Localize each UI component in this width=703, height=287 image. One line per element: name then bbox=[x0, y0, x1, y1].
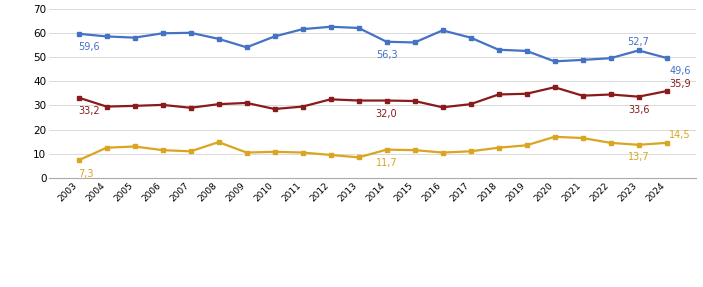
Orta bbox=[466, 102, 475, 106]
Mutlu bbox=[494, 48, 503, 51]
Orta bbox=[103, 105, 111, 108]
Orta bbox=[158, 103, 167, 106]
Text: 33,6: 33,6 bbox=[628, 105, 650, 115]
Line: Orta: Orta bbox=[76, 85, 669, 111]
Orta bbox=[439, 106, 447, 109]
Mutsuz bbox=[634, 143, 643, 147]
Orta bbox=[298, 105, 307, 108]
Mutlu bbox=[354, 26, 363, 30]
Mutlu bbox=[607, 57, 615, 60]
Orta bbox=[411, 99, 419, 103]
Text: 14,5: 14,5 bbox=[669, 131, 691, 140]
Text: 59,6: 59,6 bbox=[79, 42, 101, 52]
Mutsuz bbox=[214, 140, 223, 144]
Orta bbox=[550, 86, 559, 89]
Mutlu bbox=[439, 29, 447, 32]
Mutsuz bbox=[494, 146, 503, 150]
Text: 33,2: 33,2 bbox=[79, 106, 101, 116]
Mutsuz bbox=[186, 150, 195, 153]
Mutlu bbox=[662, 56, 671, 60]
Mutsuz bbox=[103, 146, 111, 150]
Mutlu bbox=[75, 32, 83, 36]
Text: 35,9: 35,9 bbox=[669, 79, 691, 89]
Mutlu bbox=[214, 37, 223, 40]
Mutlu bbox=[186, 31, 195, 34]
Orta bbox=[243, 101, 251, 105]
Orta bbox=[382, 99, 391, 102]
Mutsuz bbox=[382, 148, 391, 151]
Mutlu bbox=[103, 35, 111, 38]
Line: Mutlu: Mutlu bbox=[76, 24, 669, 64]
Mutsuz bbox=[522, 144, 531, 147]
Mutlu bbox=[634, 49, 643, 52]
Mutsuz bbox=[439, 151, 447, 154]
Orta bbox=[271, 107, 279, 111]
Mutsuz bbox=[326, 153, 335, 157]
Mutsuz bbox=[243, 151, 251, 154]
Orta bbox=[579, 94, 587, 97]
Mutlu bbox=[298, 28, 307, 31]
Mutlu bbox=[271, 35, 279, 38]
Mutlu bbox=[466, 36, 475, 39]
Orta bbox=[522, 92, 531, 96]
Mutlu bbox=[158, 32, 167, 35]
Mutsuz bbox=[271, 150, 279, 154]
Orta bbox=[186, 106, 195, 110]
Mutlu bbox=[130, 36, 138, 39]
Mutsuz bbox=[298, 151, 307, 154]
Orta bbox=[634, 95, 643, 98]
Text: 11,7: 11,7 bbox=[376, 158, 397, 168]
Mutsuz bbox=[607, 141, 615, 145]
Mutlu bbox=[550, 60, 559, 63]
Mutlu bbox=[243, 46, 251, 49]
Orta bbox=[75, 96, 83, 99]
Mutsuz bbox=[130, 145, 138, 148]
Text: 56,3: 56,3 bbox=[376, 50, 397, 60]
Mutsuz bbox=[75, 158, 83, 162]
Mutsuz bbox=[550, 135, 559, 139]
Mutlu bbox=[382, 40, 391, 43]
Orta bbox=[662, 89, 671, 93]
Mutsuz bbox=[158, 148, 167, 152]
Orta bbox=[326, 98, 335, 101]
Mutlu bbox=[522, 49, 531, 53]
Orta bbox=[607, 93, 615, 96]
Mutsuz bbox=[411, 148, 419, 152]
Text: 32,0: 32,0 bbox=[376, 109, 397, 119]
Orta bbox=[354, 99, 363, 102]
Mutlu bbox=[326, 25, 335, 28]
Orta bbox=[494, 93, 503, 96]
Orta bbox=[214, 102, 223, 106]
Text: 49,6: 49,6 bbox=[669, 66, 691, 76]
Line: Mutsuz: Mutsuz bbox=[76, 134, 669, 163]
Mutsuz bbox=[662, 141, 671, 145]
Mutsuz bbox=[579, 136, 587, 140]
Text: 7,3: 7,3 bbox=[79, 169, 94, 179]
Mutsuz bbox=[466, 150, 475, 153]
Mutlu bbox=[579, 58, 587, 62]
Mutsuz bbox=[354, 156, 363, 159]
Mutlu bbox=[411, 41, 419, 44]
Text: 13,7: 13,7 bbox=[628, 152, 650, 162]
Orta bbox=[130, 104, 138, 108]
Text: 52,7: 52,7 bbox=[628, 37, 650, 47]
